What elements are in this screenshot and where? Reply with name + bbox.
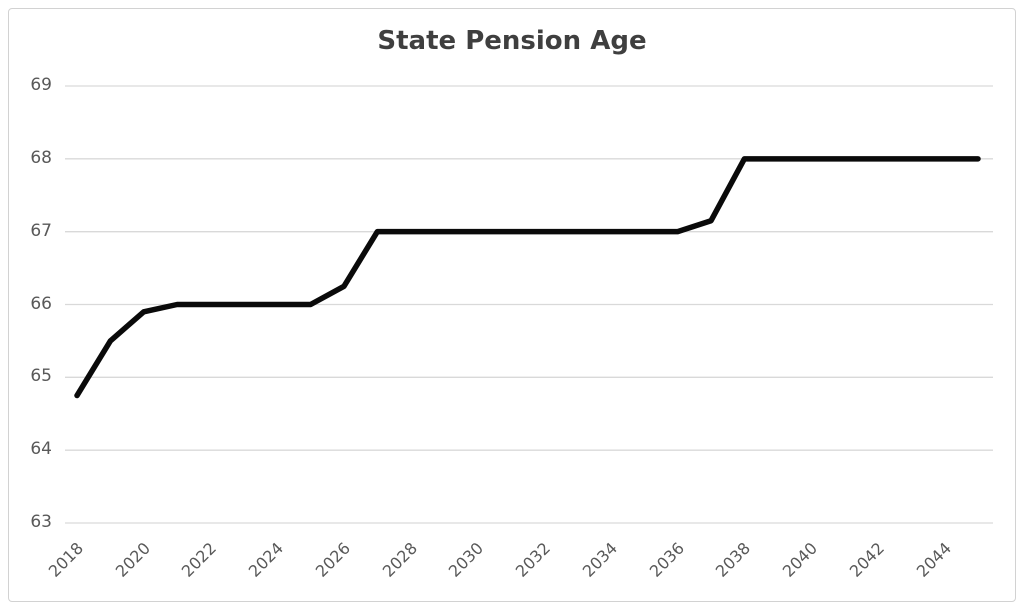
- y-axis-tick-label: 65: [30, 366, 52, 387]
- y-axis-tick-label: 66: [30, 293, 52, 314]
- y-axis-tick-label: 67: [30, 220, 52, 241]
- y-axis-tick-label: 63: [30, 512, 52, 532]
- y-axis-tick-label: 68: [30, 147, 52, 168]
- y-axis-tick-label: 69: [30, 75, 52, 95]
- y-axis-tick-label: 64: [30, 439, 52, 460]
- pension-age-line: [74, 156, 981, 399]
- chart-title: State Pension Age: [377, 26, 647, 56]
